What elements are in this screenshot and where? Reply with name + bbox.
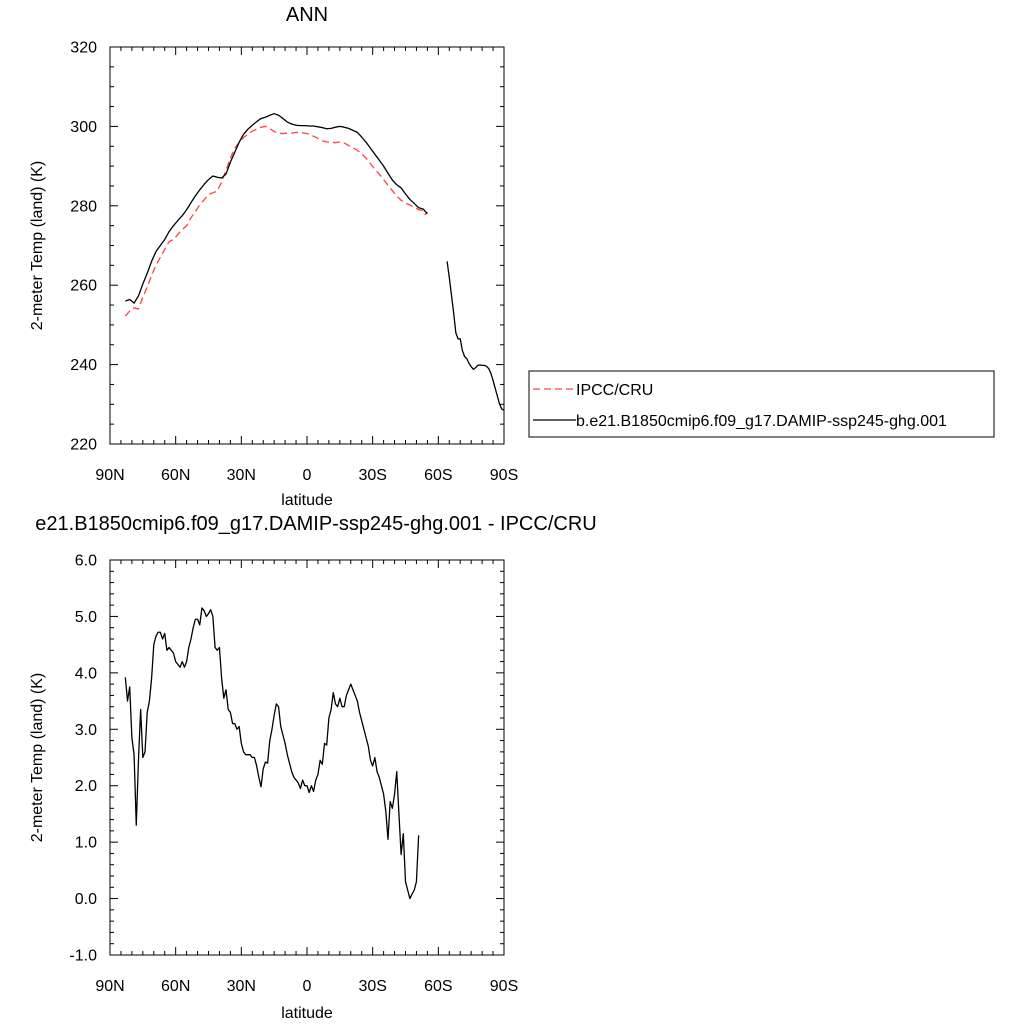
panel2-x-tick-label: 60N bbox=[161, 978, 190, 995]
panel2-y-tick-label: 0.0 bbox=[75, 891, 97, 908]
panel2-x-tick-label: 0 bbox=[303, 978, 312, 995]
panel2-y-axis-label: 2-meter Temp (land) (K) bbox=[29, 673, 46, 843]
panel2-ticks bbox=[109, 559, 505, 956]
panel1-x-axis-label: latitude bbox=[281, 492, 333, 509]
panel1-plot-frame bbox=[109, 46, 505, 445]
panel2-x-tick-label: 90N bbox=[95, 978, 124, 995]
panel1-x-tick-label: 0 bbox=[303, 467, 312, 484]
panel2-x-axis-label: latitude bbox=[281, 1005, 333, 1022]
panel2-x-tick-labels: 90N 60N 30N 0 30S 60S 90S bbox=[95, 978, 518, 995]
panel2-y-tick-label: 4.0 bbox=[75, 665, 97, 682]
panel1-y-tick-label: 240 bbox=[70, 357, 97, 374]
panel2-plot-frame bbox=[109, 559, 505, 956]
panel1-series-group bbox=[124, 113, 505, 411]
panel2-x-tick-label: 30N bbox=[227, 978, 256, 995]
panel1-ticks bbox=[109, 46, 505, 445]
panel1-y-tick-label: 280 bbox=[70, 198, 97, 215]
panel1-series-line-ipcc-cru-segment-0 bbox=[124, 125, 428, 317]
panel1-y-tick-label: 300 bbox=[70, 119, 97, 136]
panel-annual-temperature: ANN 90N 60N 30N 0 30S 60S 90S 220 240 26… bbox=[29, 4, 995, 509]
panel1-y-tick-label: 220 bbox=[70, 437, 97, 454]
panel1-y-tick-label: 320 bbox=[70, 40, 97, 57]
panel1-x-tick-label: 90N bbox=[95, 467, 124, 484]
panel1-y-axis-label: 2-meter Temp (land) (K) bbox=[29, 161, 46, 331]
panel1-series-line-b-e21-b1850cmip6-f09-g17-damip-ssp245-ghg-001-segment-0 bbox=[125, 113, 428, 304]
legend-entry-model: b.e21.B1850cmip6.f09_g17.DAMIP-ssp245-gh… bbox=[576, 413, 947, 430]
panel2-y-tick-label: 2.0 bbox=[75, 778, 97, 795]
panel2-y-tick-label: 3.0 bbox=[75, 722, 97, 739]
legend-box bbox=[528, 370, 995, 438]
panel2-x-tick-label: 90S bbox=[490, 978, 518, 995]
panel2-y-tick-label: 1.0 bbox=[75, 835, 97, 852]
panel-temperature-difference: e21.B1850cmip6.f09_g17.DAMIP-ssp245-ghg.… bbox=[29, 513, 597, 1022]
legend: IPCC/CRU b.e21.B1850cmip6.f09_g17.DAMIP-… bbox=[528, 370, 995, 438]
panel1-y-tick-labels: 220 240 260 280 300 320 bbox=[70, 40, 97, 454]
panel1-y-tick-label: 260 bbox=[70, 278, 97, 295]
panel2-x-tick-label: 30S bbox=[358, 978, 386, 995]
panel1-x-tick-label: 30N bbox=[227, 467, 256, 484]
panel2-y-tick-label: 5.0 bbox=[75, 609, 97, 626]
panel2-y-tick-label: -1.0 bbox=[69, 948, 97, 965]
panel1-x-tick-label: 60S bbox=[424, 467, 452, 484]
panel2-y-tick-label: 6.0 bbox=[75, 553, 97, 570]
panel1-x-tick-label: 60N bbox=[161, 467, 190, 484]
panel1-x-tick-label: 90S bbox=[490, 467, 518, 484]
panel2-title: e21.B1850cmip6.f09_g17.DAMIP-ssp245-ghg.… bbox=[35, 513, 596, 535]
panel2-x-tick-label: 60S bbox=[424, 978, 452, 995]
panel2-series-line-series-0-segment-0 bbox=[124, 607, 420, 900]
legend-entry-ipcc-cru: IPCC/CRU bbox=[576, 382, 653, 399]
panel1-title: ANN bbox=[286, 4, 328, 26]
panel2-y-tick-labels: -1.0 0.0 1.0 2.0 3.0 4.0 5.0 6.0 bbox=[69, 553, 97, 965]
panel1-x-tick-label: 30S bbox=[358, 467, 386, 484]
panel1-x-tick-labels: 90N 60N 30N 0 30S 60S 90S bbox=[95, 467, 518, 484]
panel1-series-line-b-e21-b1850cmip6-f09-g17-damip-ssp245-ghg-001-segment-1 bbox=[446, 261, 505, 411]
panel2-series-group bbox=[124, 607, 420, 900]
